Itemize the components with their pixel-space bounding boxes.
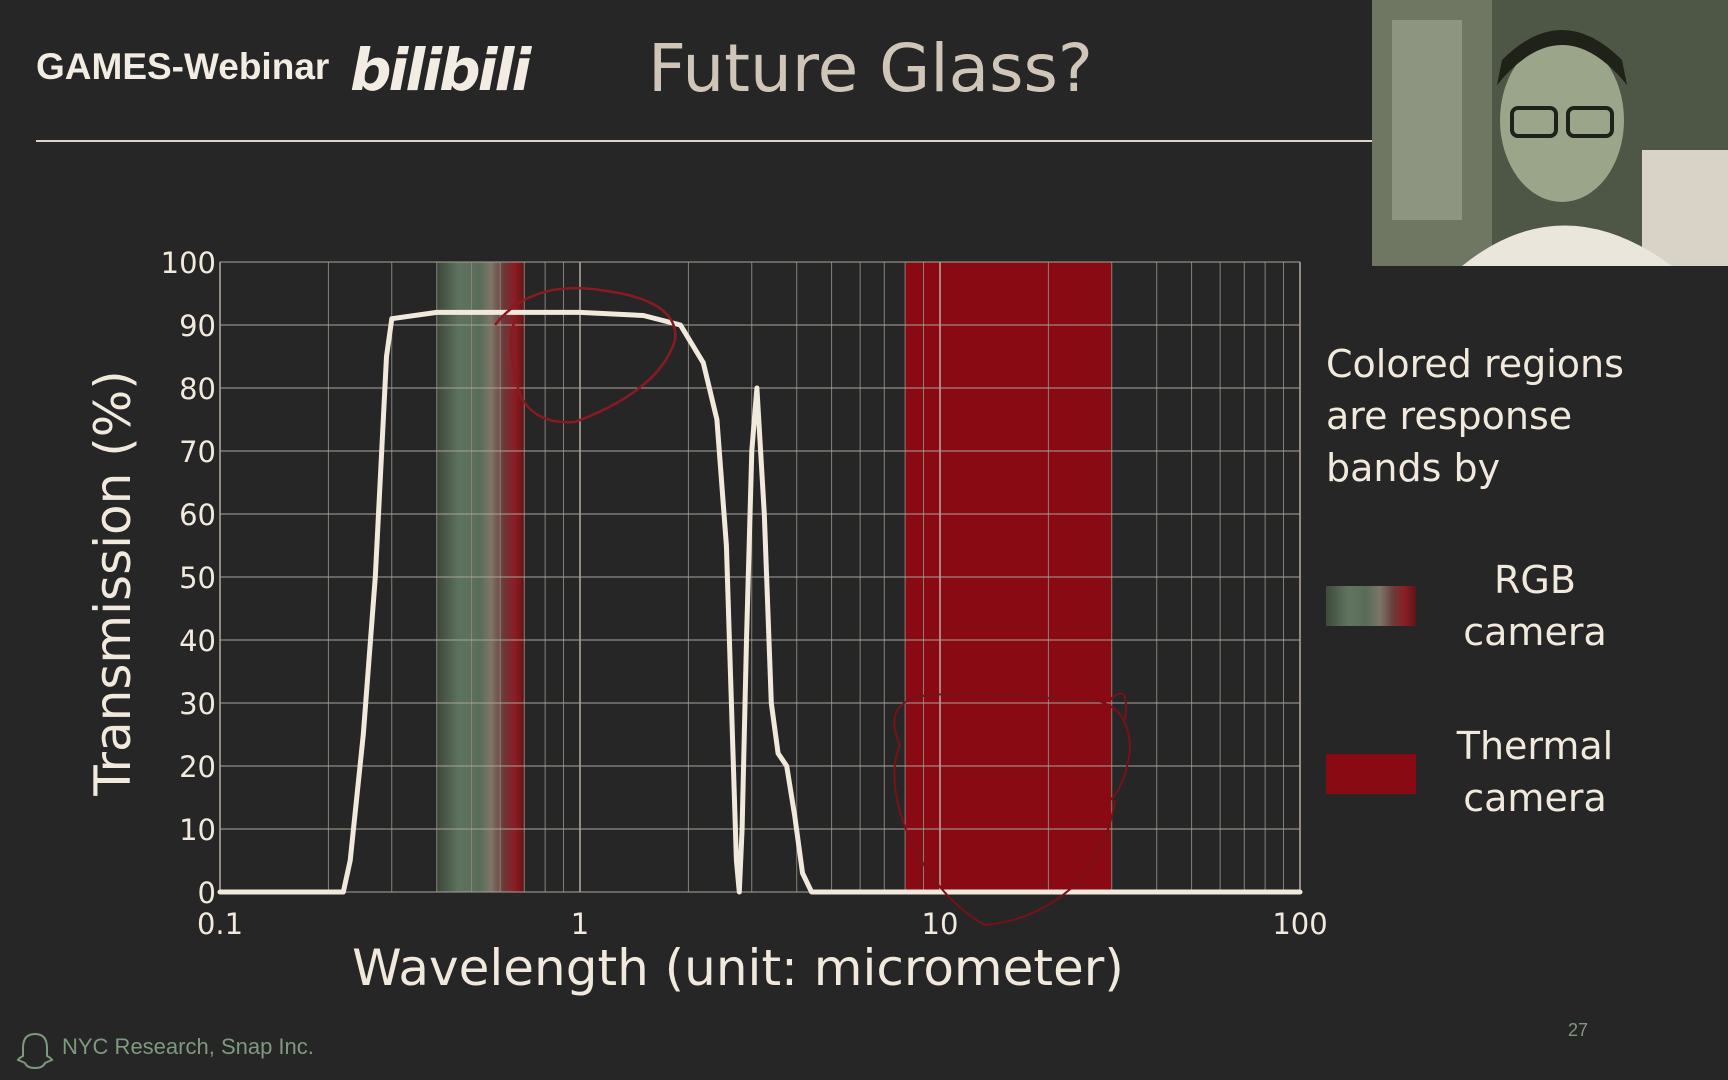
x-axis-ticks: 0.1 1 10 100 (197, 907, 1328, 941)
x-tick-label: 100 (1272, 907, 1327, 941)
y-tick-label: 30 (179, 687, 216, 721)
y-tick-label: 20 (179, 750, 216, 784)
title-divider (36, 140, 1372, 142)
chart-grid (219, 261, 1301, 893)
x-tick-label: 0.1 (197, 907, 243, 941)
y-tick-label: 100 (161, 246, 216, 280)
slide-title: Future Glass? (648, 30, 1093, 107)
y-tick-label: 50 (179, 561, 216, 595)
y-tick-label: 40 (179, 624, 216, 658)
thermal-label-line2: camera (1463, 776, 1607, 820)
rgb-label-line2: camera (1463, 610, 1607, 654)
presenter-video (1372, 0, 1728, 266)
ghost-icon (16, 1032, 54, 1070)
rgb-band-swatch (1326, 586, 1416, 626)
thermal-label-line1: Thermal (1456, 724, 1614, 768)
legend-description: Colored regions are response bands by (1326, 342, 1624, 490)
y-tick-label: 10 (179, 813, 216, 847)
x-tick-label: 1 (571, 907, 589, 941)
rgb-label-line1: RGB (1494, 558, 1576, 602)
y-axis-label: Transmission (%) (84, 370, 142, 796)
y-axis-ticks: 0 10 20 30 40 50 60 70 80 90 100 (161, 246, 216, 910)
transmission-curve (217, 309, 1303, 895)
y-tick-label: 60 (179, 498, 216, 532)
y-tick-label: 0 (198, 876, 216, 910)
thermal-band-swatch (1326, 754, 1416, 794)
y-tick-label: 70 (179, 435, 216, 469)
footer-organization: NYC Research, Snap Inc. (62, 1034, 314, 1059)
y-tick-label: 80 (179, 372, 216, 406)
pen-annotations (494, 286, 1132, 927)
x-axis-label: Wavelength (unit: micrometer) (352, 939, 1124, 997)
y-tick-label: 90 (179, 309, 216, 343)
webcam-overlay (1372, 0, 1728, 266)
brand-label: GAMES-Webinar (36, 46, 330, 87)
bilibili-logo: bilibili (350, 36, 531, 104)
x-tick-label: 10 (922, 907, 959, 941)
page-number: 27 (1568, 1020, 1589, 1040)
